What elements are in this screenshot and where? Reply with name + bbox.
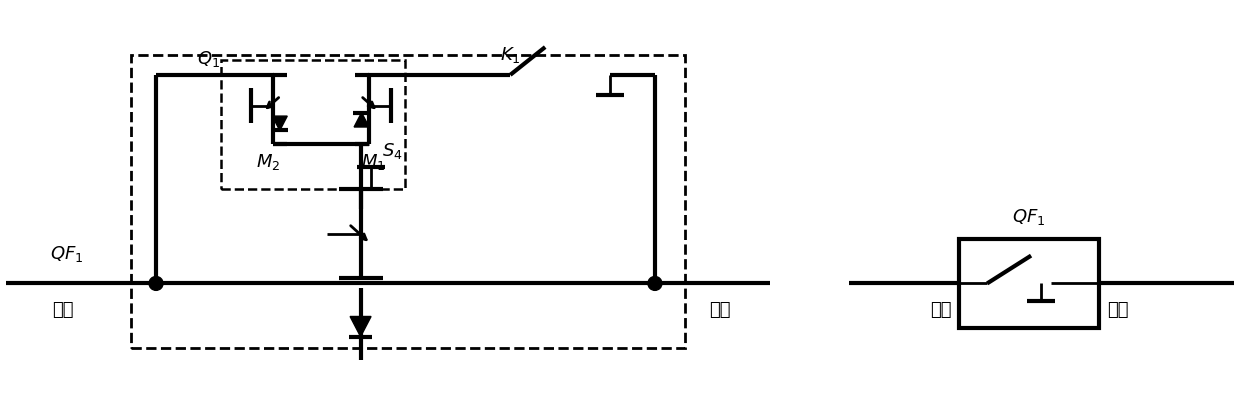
Text: $M_1$: $M_1$ [362, 152, 385, 172]
Text: $QF_1$: $QF_1$ [50, 243, 83, 264]
Text: $S_4$: $S_4$ [382, 141, 403, 161]
Text: 阴极: 阴极 [52, 301, 74, 319]
Text: 阳极: 阳极 [709, 301, 731, 319]
Polygon shape [354, 113, 369, 127]
Text: $K_1$: $K_1$ [501, 45, 520, 65]
Text: $M_2$: $M_2$ [255, 152, 280, 172]
Text: $QF_1$: $QF_1$ [1012, 207, 1046, 227]
Text: 阳极: 阳极 [1106, 301, 1129, 319]
Text: 阴极: 阴极 [929, 301, 952, 319]
Polygon shape [273, 116, 287, 130]
Circle shape [149, 277, 164, 290]
Bar [131, 55, 685, 348]
Text: $Q_1$: $Q_1$ [197, 49, 221, 69]
Circle shape [648, 277, 662, 290]
Polygon shape [351, 316, 370, 337]
Bar [959, 239, 1099, 328]
Bar [221, 60, 405, 189]
